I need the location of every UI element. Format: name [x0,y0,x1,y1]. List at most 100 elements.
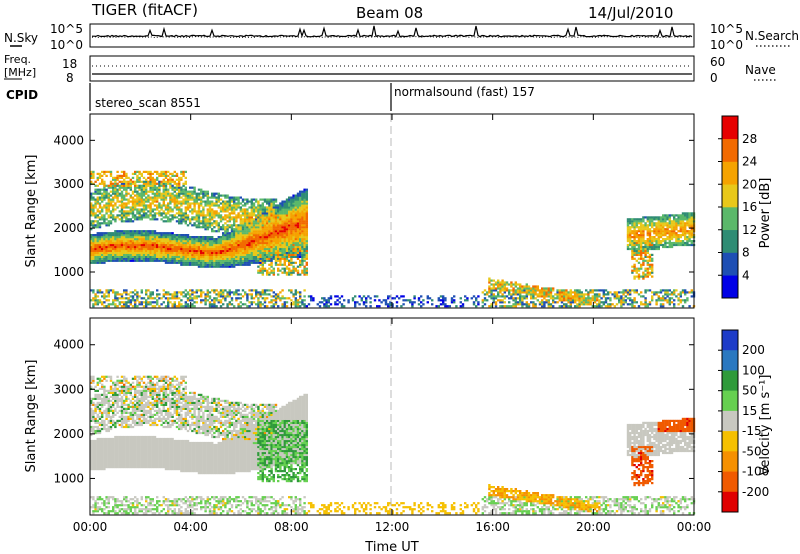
noise-sky-label: N.Sky [4,31,38,45]
power-cell [138,208,141,211]
power-cell [92,261,95,264]
power-cell [213,230,216,233]
power-cell [164,236,168,239]
power-cell [202,247,205,251]
power-cell [659,234,663,237]
power-cell [323,303,326,306]
power-cell [158,253,161,256]
power-cell [169,238,172,241]
power-cell [285,206,289,209]
power-cell [158,182,161,185]
power-cell [182,184,185,187]
power-cell [180,218,183,221]
power-cell [296,299,300,302]
power-cell [103,305,106,308]
power-cell [272,226,275,229]
power-cell [140,194,143,197]
power-cell [228,301,231,304]
power-cell [149,186,152,189]
power-cell [283,259,286,262]
power-cell [640,238,643,241]
power-cell [241,198,245,201]
power-cell [629,297,632,300]
power-cell [217,216,220,219]
power-cell [285,257,289,260]
power-cell [263,238,267,241]
power-cell [98,176,102,179]
power-cell [138,218,141,221]
power-cell [219,291,223,294]
power-cell [147,196,150,199]
cpid-label: CPID [6,88,38,102]
power-cell [167,178,170,181]
power-cell [136,198,139,201]
power-cell [600,289,603,292]
power-cell [250,240,253,243]
power-cell [283,245,286,249]
power-cell [162,220,165,223]
power-cell [184,180,187,183]
power-cell [98,236,102,239]
power-cell [112,247,115,251]
power-cell [156,232,159,235]
power-cell [525,287,528,290]
power-cell [598,301,601,304]
power-cell [272,202,275,205]
power-cell [120,295,124,298]
power-cell [186,305,190,308]
power-cell [596,303,599,306]
power-cell [250,228,253,231]
power-cell [261,214,264,217]
power-cell [292,293,295,296]
power-cell [637,267,641,270]
power-cell [186,206,190,209]
power-cell [116,230,119,233]
power-cell [257,214,260,217]
power-cell [92,257,95,260]
power-cell [94,255,97,258]
power-cell [292,269,295,272]
power-cell [266,289,269,292]
power-cell [213,251,216,254]
power-cell [131,200,135,203]
power-cell [235,208,238,211]
power-cell [96,259,99,262]
power-cell [142,204,146,207]
power-cell [270,301,273,304]
power-cell [637,238,641,241]
power-cell [175,297,179,300]
power-cell [296,243,300,247]
power-cell [197,247,201,251]
power-cell [272,305,275,308]
power-cell [283,236,286,239]
power-cell [283,218,286,221]
power-cell [136,212,139,215]
noise-search-label: N.Search [745,29,799,43]
power-cell [301,216,304,219]
power-cell [131,210,135,213]
power-cell [191,212,194,215]
power-cell [112,190,115,193]
power-cell [657,291,660,294]
power-cell [171,232,174,235]
power-cell [96,196,99,199]
power-cell [272,238,275,241]
power-cell [233,230,236,233]
power-cell [200,265,203,268]
power-cell [180,210,183,213]
power-cell [217,293,220,296]
power-cell [635,224,638,227]
power-cell [98,240,102,243]
power-cell [142,236,146,239]
power-cell [642,259,645,262]
power-cell [92,253,95,256]
power-cell [96,295,99,298]
power-cell [261,216,264,219]
power-cell [655,293,658,296]
power-cell [215,222,218,225]
power-cell [101,192,104,195]
power-cell [226,259,229,262]
power-cell [257,291,260,294]
power-cell [261,289,264,292]
power-cell [118,210,121,213]
